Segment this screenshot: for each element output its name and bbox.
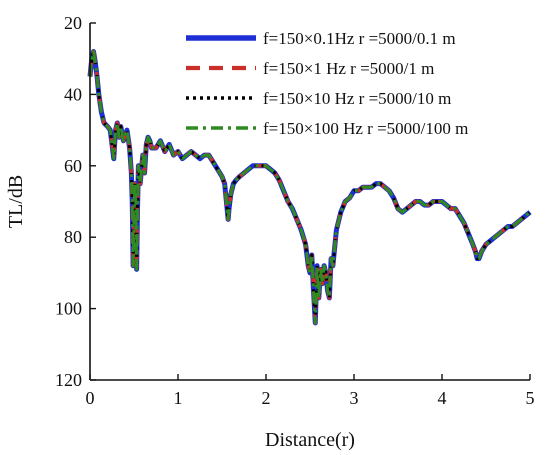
legend-label-1: f=150×0.1Hz r =5000/0.1 m	[263, 29, 456, 48]
x-tick-label: 1	[174, 388, 183, 408]
legend-label-4: f=150×100 Hz r =5000/100 m	[263, 119, 468, 138]
y-axis-label: TL/dB	[5, 175, 27, 228]
x-tick-label: 0	[86, 388, 95, 408]
series-layer	[87, 49, 532, 326]
x-axis-label: Distance(r)	[265, 429, 355, 451]
x-tick-label: 4	[438, 388, 447, 408]
legend-label-3: f=150×10 Hz r =5000/10 m	[263, 89, 451, 108]
legend-label-2: f=150×1 Hz r =5000/1 m	[263, 59, 434, 78]
y-tick-label: 100	[55, 299, 82, 319]
x-tick-label: 2	[262, 388, 271, 408]
x-tick-label: 3	[350, 388, 359, 408]
y-tick-label: 60	[64, 156, 82, 176]
x-tick-label: 5	[526, 388, 535, 408]
y-tick-label: 120	[55, 370, 82, 390]
y-tick-label: 40	[64, 84, 82, 104]
y-tick-label: 80	[64, 227, 82, 247]
series-line-4	[88, 50, 531, 325]
legend: f=150×0.1Hz r =5000/0.1 m f=150×1 Hz r =5…	[186, 29, 468, 138]
y-tick-label: 20	[64, 13, 82, 33]
x-axis-ticks: 0 1 2 3 4 5	[86, 374, 535, 408]
y-axis-ticks: 20 40 60 80 100 120	[55, 13, 96, 390]
